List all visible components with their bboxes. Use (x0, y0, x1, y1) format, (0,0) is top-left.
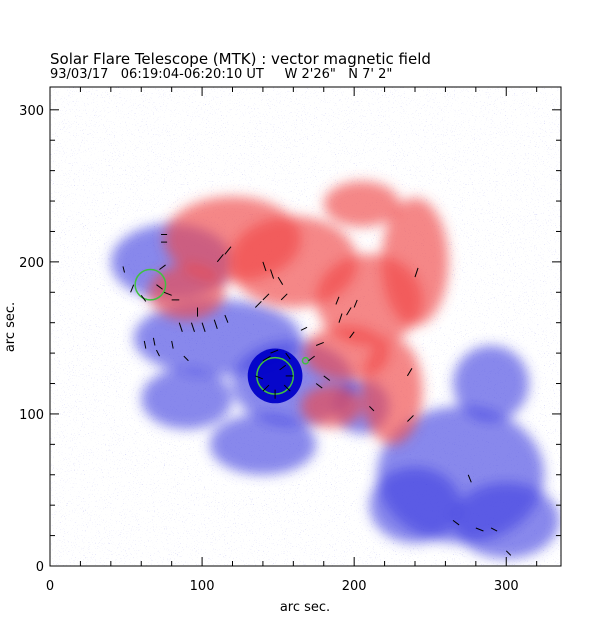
field-vector (353, 299, 358, 308)
field-vector (156, 284, 163, 290)
plot-area (50, 87, 561, 566)
field-vector (475, 527, 484, 532)
x-tick-label: 0 (46, 579, 54, 594)
negative-region (209, 413, 317, 475)
field-vector (315, 342, 324, 346)
field-vector (183, 355, 189, 362)
field-vector (279, 364, 287, 371)
positive-region (300, 385, 362, 428)
field-vector (335, 296, 340, 305)
field-vector (349, 331, 355, 339)
field-vector (262, 293, 270, 301)
x-axis-label: arc sec. (280, 600, 330, 615)
field-vector (467, 474, 472, 483)
field-vector (201, 322, 206, 332)
field-vector (130, 284, 135, 293)
axis-tick-labels: 0 100 200 300 0 100 200 300 (19, 104, 518, 594)
field-vector (190, 322, 195, 332)
positive-region (148, 264, 225, 320)
positive-region (303, 325, 390, 381)
field-vector (152, 337, 156, 346)
field-vector (216, 253, 224, 263)
field-vector (285, 352, 291, 360)
field-vector (143, 340, 147, 349)
field-vector (338, 313, 343, 323)
field-vector (122, 266, 126, 273)
x-tick-label: 300 (494, 579, 519, 594)
field-vector (213, 319, 218, 329)
field-vector (505, 550, 512, 556)
field-vector (171, 340, 174, 349)
field-vector (308, 355, 315, 362)
y-tick-label: 100 (19, 408, 44, 423)
y-tick-label: 200 (19, 256, 44, 271)
negative-region (141, 368, 233, 430)
field-vector (262, 355, 271, 362)
x-tick-label: 200 (342, 579, 367, 594)
x-tick-label: 100 (190, 579, 215, 594)
field-vector (300, 326, 308, 331)
neutral-line-contour (134, 268, 167, 301)
field-vector (280, 293, 288, 301)
field-vector (315, 383, 323, 389)
field-vector (414, 267, 419, 278)
axis-ticks (49, 87, 561, 567)
plot-frame (49, 86, 562, 567)
field-vector (178, 322, 183, 332)
field-vector (452, 519, 460, 526)
negative-region (369, 467, 461, 544)
field-vector (407, 415, 414, 422)
field-vector (156, 349, 160, 357)
positive-region (381, 198, 449, 326)
field-vector (224, 246, 232, 255)
field-vector (369, 405, 375, 412)
vector-layer (122, 234, 512, 556)
chart-title: Solar Flare Telescope (MTK) : vector mag… (50, 50, 431, 68)
field-vector (406, 368, 413, 377)
y-tick-label: 0 (36, 560, 44, 575)
field-vector (270, 269, 275, 279)
field-vector (283, 384, 291, 392)
chart-subtitle: 93/03/17 06:19:04-06:20:10 UT W 2'26" N … (50, 67, 393, 82)
y-axis-label: arc sec. (3, 302, 18, 352)
negative-region (453, 482, 560, 559)
y-tick-label: 300 (19, 104, 44, 119)
field-vector (224, 314, 229, 323)
field-vector (159, 264, 166, 270)
field-vector (346, 307, 352, 316)
field-vector (163, 291, 172, 296)
positive-region (323, 181, 400, 227)
field-vector (262, 261, 267, 272)
field-vector (323, 375, 331, 381)
field-vector (270, 349, 279, 354)
field-vector (490, 527, 498, 532)
field-vector (262, 384, 270, 392)
field-vector (140, 295, 147, 302)
field-vector (255, 375, 264, 380)
field-vector (254, 301, 262, 308)
negative-region (453, 345, 530, 422)
positive-polarity-layer (148, 181, 449, 445)
field-vector (277, 276, 284, 285)
